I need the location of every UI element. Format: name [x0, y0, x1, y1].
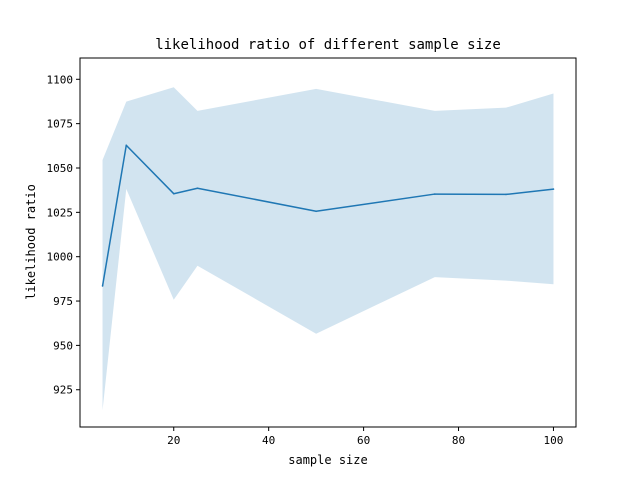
- y-tick-label: 1000: [47, 251, 74, 264]
- chart-title: likelihood ratio of different sample siz…: [155, 37, 501, 53]
- x-tick-label: 100: [544, 434, 564, 447]
- y-tick-label: 1075: [47, 118, 74, 131]
- y-tick-label: 1025: [47, 206, 74, 219]
- x-axis-label: sample size: [288, 453, 367, 467]
- y-tick-label: 1050: [47, 162, 74, 175]
- plot-frame: [79, 57, 577, 428]
- y-tick-label: 925: [53, 384, 73, 397]
- data-point: [172, 192, 175, 195]
- data-point: [505, 193, 507, 196]
- y-tick-label: 950: [53, 339, 73, 352]
- x-tick-label: 80: [452, 434, 465, 447]
- data-point: [125, 144, 128, 147]
- x-tick-label: 40: [262, 434, 275, 447]
- data-point: [315, 210, 317, 213]
- confidence-band-layer: [102, 87, 554, 411]
- series-line-layer: [101, 144, 555, 287]
- data-point: [196, 187, 199, 190]
- data-point: [101, 285, 104, 287]
- x-tick-label: 60: [357, 434, 370, 447]
- y-tick-label: 975: [53, 295, 73, 308]
- y-axis-ticks: 925 950 975 1000 1025 1050 1075 1100: [47, 73, 80, 397]
- y-tick-label: 1100: [47, 73, 74, 86]
- confidence-band-0: [102, 87, 554, 411]
- x-axis-ticks: 20 40 60 80 100: [167, 427, 563, 447]
- data-point: [433, 193, 436, 195]
- data-point: [552, 188, 555, 190]
- series-line-0: [101, 144, 554, 287]
- y-axis-label: likelihood ratio: [24, 184, 38, 300]
- x-tick-label: 20: [167, 434, 180, 447]
